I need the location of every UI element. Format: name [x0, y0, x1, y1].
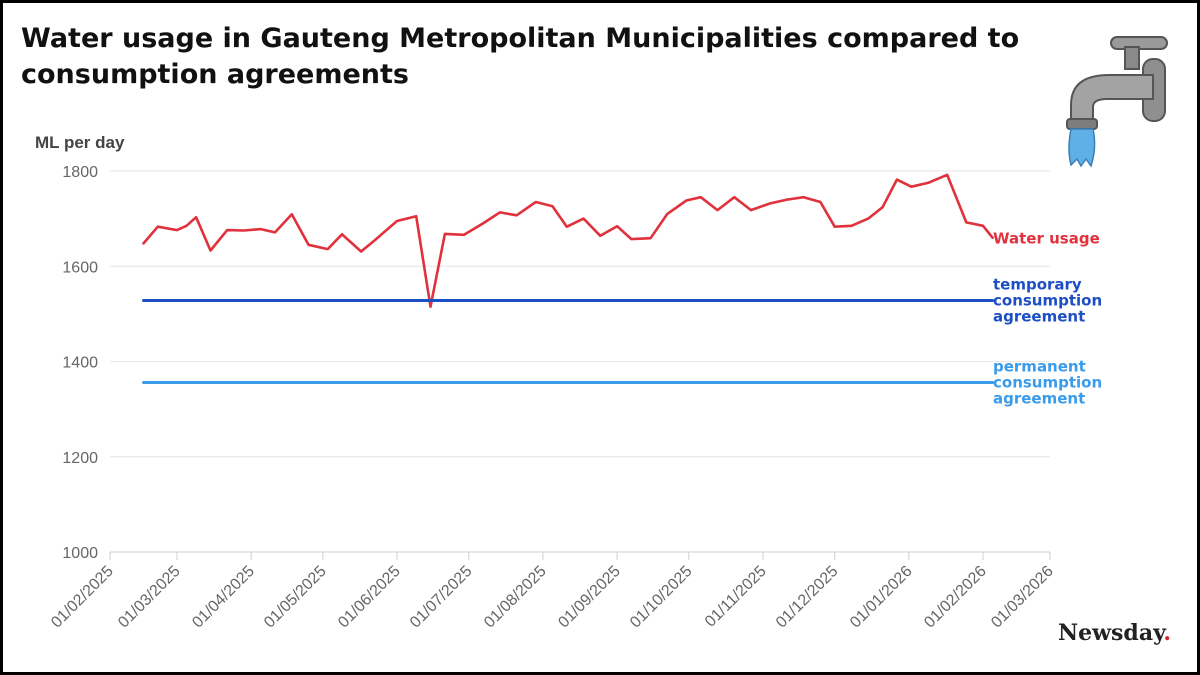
y-tick-label: 1200	[62, 450, 98, 467]
y-tick-label: 1000	[62, 545, 98, 562]
series-label-water-usage: Water usage	[993, 230, 1100, 248]
x-tick-label: 01/11/2025	[702, 563, 770, 631]
x-tick-label: 01/07/2025	[407, 563, 476, 632]
newsday-logo: Newsday.	[1058, 620, 1171, 646]
x-tick-label: 01/02/2025	[48, 563, 117, 632]
x-tick-label: 01/10/2025	[627, 563, 696, 632]
y-tick-label: 1400	[62, 355, 98, 372]
series-label-line: permanent	[993, 357, 1086, 375]
series-labels: Water usagetemporaryconsumptionagreement…	[993, 230, 1102, 408]
water-usage-line	[142, 173, 994, 308]
grid-lines	[110, 170, 1050, 458]
chart-title: Water usage in Gauteng Metropolitan Muni…	[21, 23, 1020, 90]
x-tick-label: 01/02/2026	[921, 563, 990, 632]
series	[142, 173, 995, 384]
x-tick-label: 01/12/2025	[773, 563, 842, 632]
series-label-line: consumption	[993, 292, 1102, 310]
water-tap-icon	[1066, 36, 1168, 168]
x-tick-label: 01/09/2025	[555, 563, 624, 632]
x-tick-label: 01/03/2025	[115, 563, 184, 632]
x-tick-label: 01/08/2025	[481, 563, 550, 632]
x-tick-label: 01/06/2025	[335, 563, 404, 632]
x-tick-label: 01/03/2026	[988, 563, 1057, 632]
x-tick-label: 01/01/2026	[847, 563, 916, 632]
series-label-line: agreement	[993, 389, 1085, 407]
line-chart: 1000 1200 1400 1600 1800 ML per day 01/02/2025…	[35, 133, 1102, 632]
series-label-line: agreement	[993, 308, 1085, 326]
series-label-line: temporary	[993, 276, 1082, 294]
y-tick-label: 1800	[62, 164, 98, 181]
y-tick-label: 1600	[62, 259, 98, 276]
x-tick-label: 01/04/2025	[189, 563, 258, 632]
series-label-line: consumption	[993, 373, 1102, 391]
y-axis-label: ML per day	[35, 133, 125, 152]
x-tick-label: 01/05/2025	[261, 563, 330, 632]
